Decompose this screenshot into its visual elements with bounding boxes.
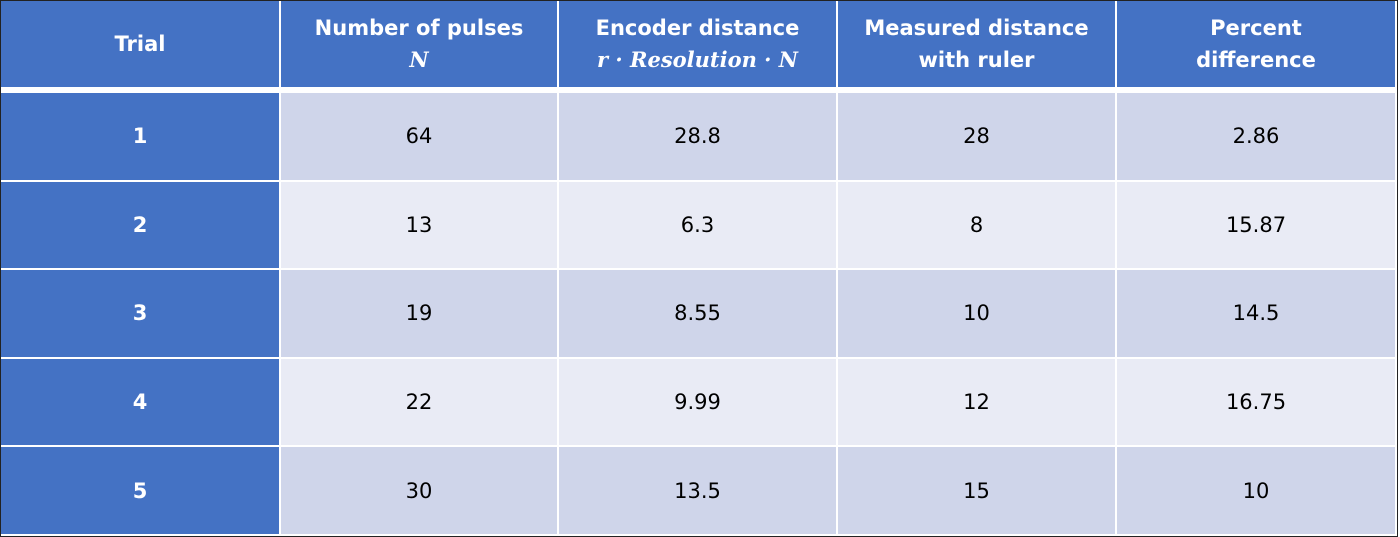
table-cell: 15 [838,447,1117,536]
cell-text: 64 [405,124,433,149]
cell-text: 12 [963,390,990,415]
table-cell: 19 [281,270,559,359]
cell-text: 10 [963,301,990,326]
table-cell: 14.5 [1117,270,1397,359]
header-text: Number of pulses [314,16,524,40]
table-cell: 10 [1117,447,1397,536]
table-cell: 64 [281,93,559,182]
row-header-cell: 1 [1,93,281,182]
cell-text: 16.75 [1225,390,1287,415]
header-text: Encoder distance [595,16,800,40]
table-cell: 28.8 [559,93,838,182]
header-text: Trial [114,32,166,56]
cell-text: 19 [405,301,433,326]
cell-text: 3 [132,301,148,326]
cell-text: 8.55 [674,301,721,326]
table-cell: 12 [838,358,1117,448]
header-formula: N [409,47,429,72]
header-text: with ruler [918,48,1035,72]
table-cell: 2.86 [1117,93,1397,182]
row-header-cell: 2 [1,181,281,271]
table-cell: 6.3 [559,181,838,271]
table-cell: 30 [281,447,559,536]
cell-text: 2 [132,212,148,237]
cell-text: 15 [963,478,990,503]
header-text: Measured distance [864,16,1089,40]
cell-text: 13.5 [674,478,721,503]
row-header-cell: 3 [1,270,281,359]
table-cell: 9.99 [559,358,838,448]
header-cell: Measured distance with ruler [838,1,1117,89]
row-header-cell: 4 [1,358,281,448]
cell-text: 22 [405,390,433,415]
cell-text: 14.5 [1232,301,1280,326]
header-text: Percent [1210,16,1302,40]
table-cell: 22 [281,358,559,448]
cell-text: 8 [969,212,984,237]
table-cell: 8.55 [559,270,838,359]
cell-text: 4 [132,390,148,415]
cell-text: 28.8 [674,124,721,149]
header-formula: r · Resolution · N [597,47,798,72]
table-cell: 13 [281,181,559,271]
cell-text: 2.86 [1232,124,1280,149]
header-cell: Encoder distance r · Resolution · N [559,1,838,89]
cell-text: 5 [132,478,148,503]
cell-text: 30 [405,478,433,503]
header-separator [1,89,1397,93]
header-cell: Trial [1,1,281,89]
table-cell: 13.5 [559,447,838,536]
header-cell: Percent difference [1117,1,1397,89]
cell-text: 28 [963,124,990,149]
table-cell: 15.87 [1117,181,1397,271]
cell-text: 10 [1242,478,1270,503]
row-header-cell: 5 [1,447,281,536]
header-text: difference [1196,48,1316,72]
header-cell: Number of pulses N [281,1,559,89]
table-cell: 16.75 [1117,358,1397,448]
table-cell: 8 [838,181,1117,271]
table-cell: 10 [838,270,1117,359]
cell-text: 15.87 [1225,212,1287,237]
table-cell: 28 [838,93,1117,182]
cell-text: 1 [132,124,148,149]
cell-text: 9.99 [674,390,721,415]
cell-text: 13 [405,212,433,237]
cell-text: 6.3 [680,212,715,237]
